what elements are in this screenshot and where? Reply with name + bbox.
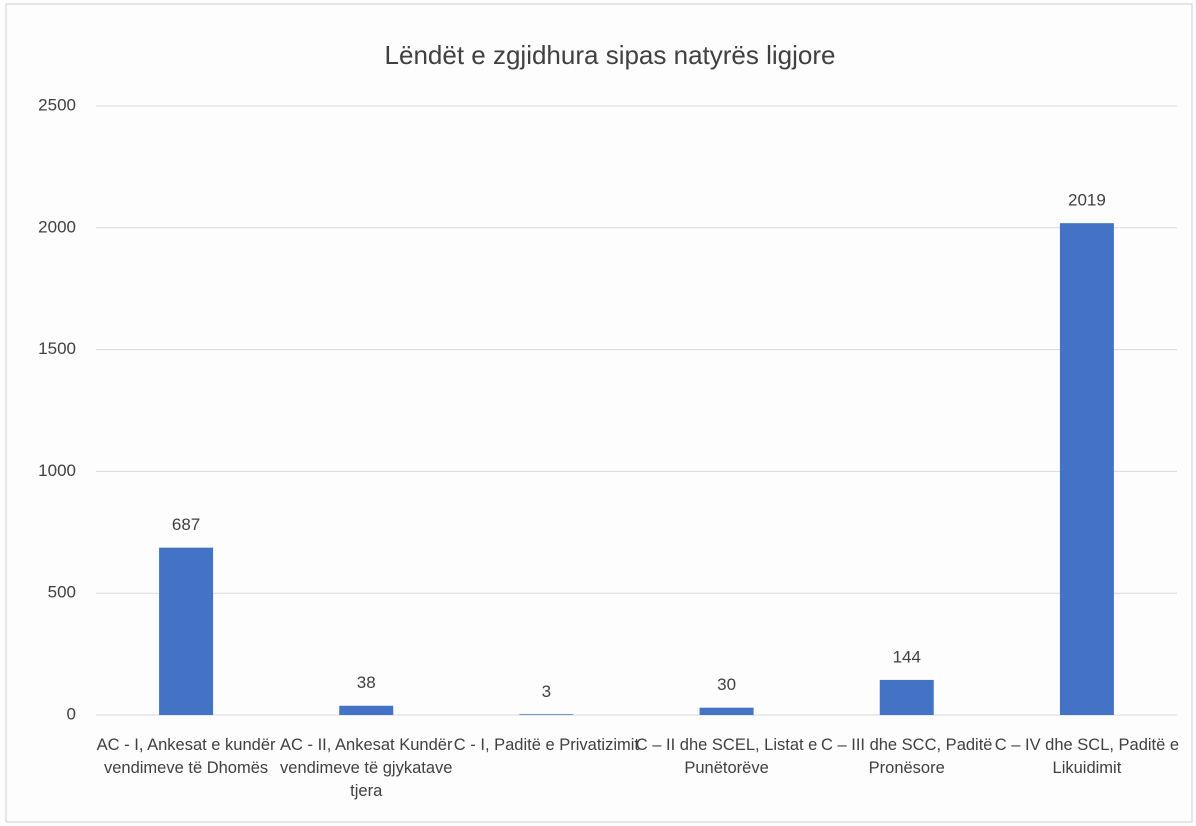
x-tick-label: AC - II, Ankesat Kundër vendimeve të gjy… (280, 736, 453, 800)
x-tick-label: C - I, Paditë e Privatizimit (453, 736, 640, 754)
data-label: 687 (172, 515, 200, 534)
y-tick-label: 1500 (38, 339, 76, 358)
bar (339, 705, 394, 715)
bar (519, 714, 574, 715)
data-label: 30 (717, 675, 736, 694)
y-tick-label: 2500 (38, 95, 76, 114)
data-label: 2019 (1068, 191, 1106, 210)
chart-title: Lëndët e zgjidhura sipas natyrës ligjore (385, 40, 836, 70)
x-tick-label: C – III dhe SCC, Paditë Pronësore (820, 736, 993, 777)
bar (699, 707, 754, 715)
y-tick-label: 2000 (38, 217, 76, 236)
bar (879, 679, 934, 715)
x-tick-label: C – II dhe SCEL, Listat e Punëtorëve (635, 736, 818, 777)
y-tick-label: 0 (67, 704, 76, 723)
x-tick-label: C – IV dhe SCL, Paditë e Likuidimit (994, 736, 1180, 777)
x-tick-label: AC - I, Ankesat e kundër vendimeve të Dh… (96, 736, 276, 777)
y-tick-label: 500 (48, 583, 76, 602)
bar (159, 547, 214, 715)
data-label: 3 (542, 682, 551, 701)
chart-border (5, 3, 1193, 823)
bar (1059, 223, 1114, 715)
data-label: 38 (357, 673, 376, 692)
data-label: 144 (893, 647, 921, 666)
y-tick-label: 1000 (38, 461, 76, 480)
